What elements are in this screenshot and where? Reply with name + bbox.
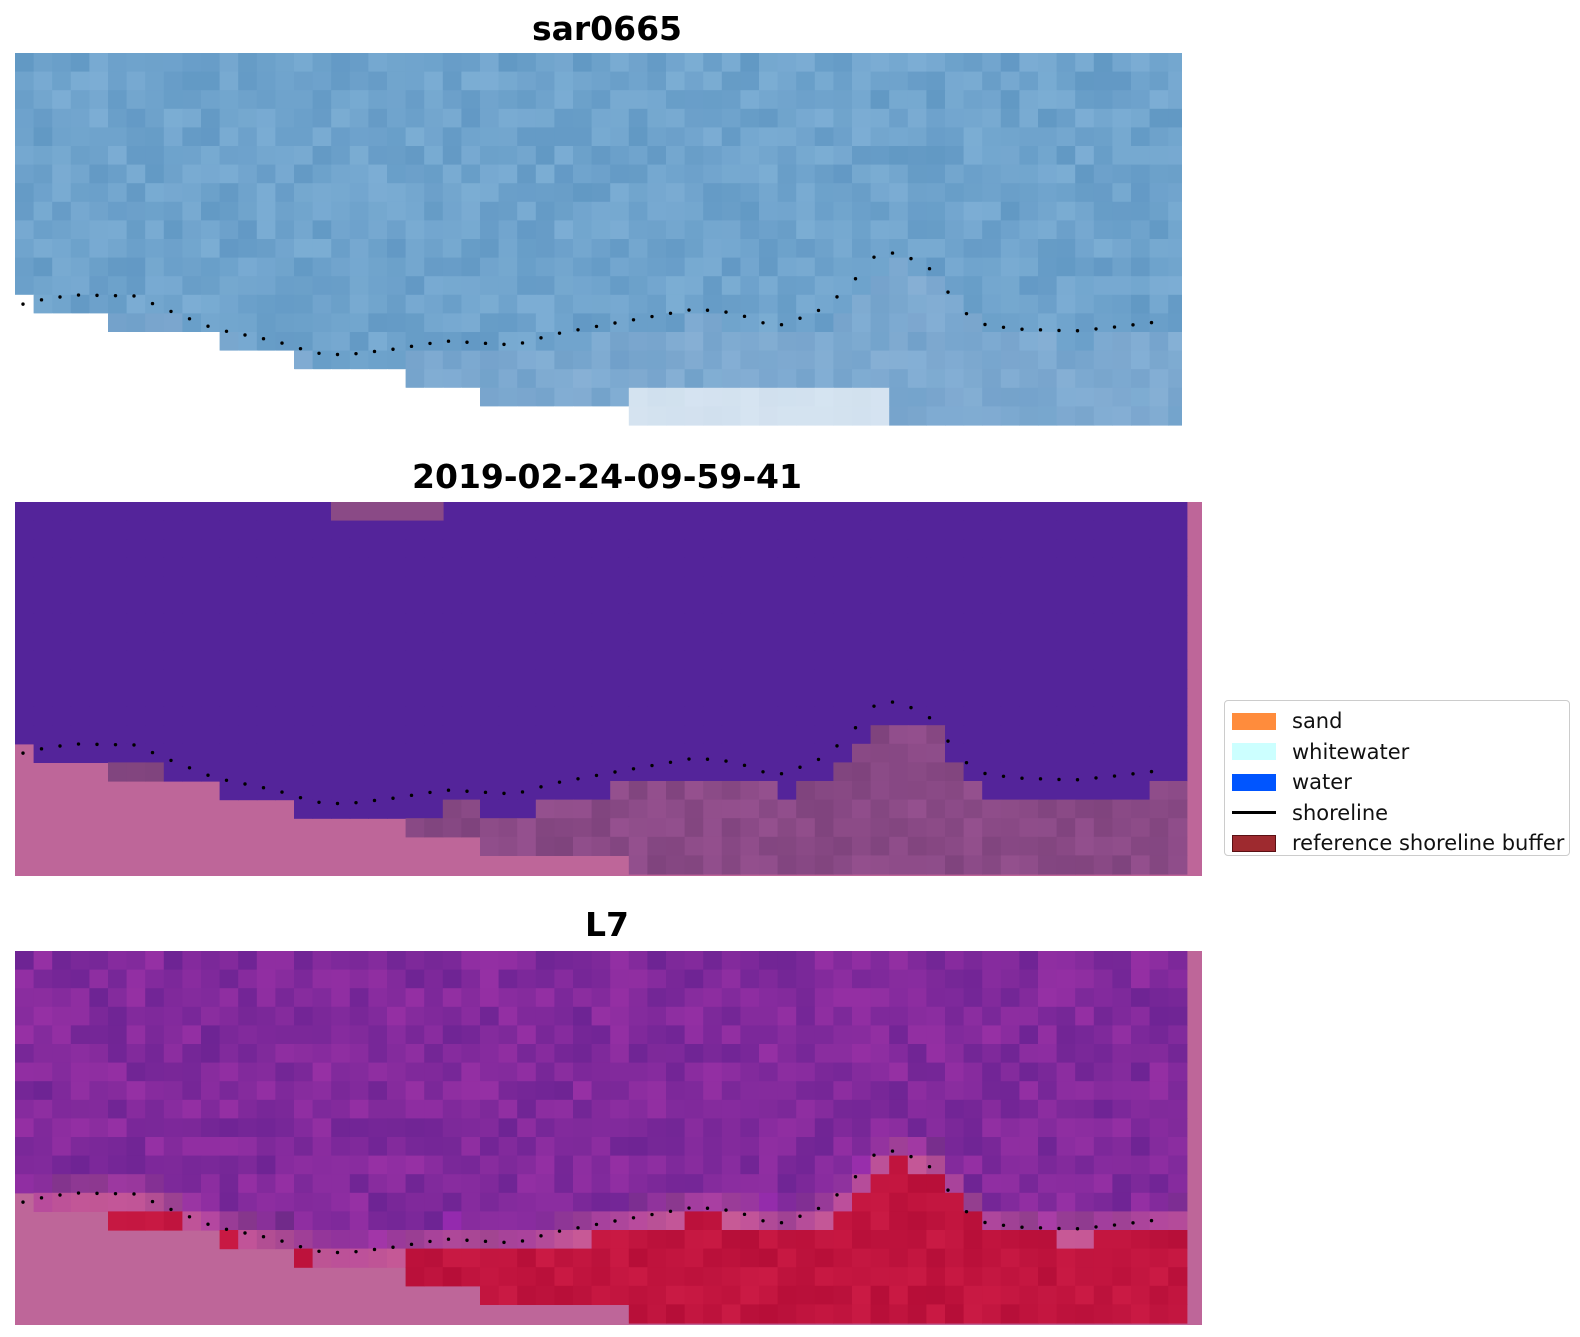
classified-image (15, 502, 1202, 876)
legend-item-shoreline: shoreline (1232, 798, 1562, 829)
shoreline-dots (21, 1149, 1154, 1255)
legend-label-reference-buffer: reference shoreline buffer (1292, 831, 1565, 856)
reference-buffer-swatch (1232, 834, 1276, 852)
panel-title-satellite: L7 (585, 905, 629, 944)
shoreline-dots (21, 700, 1154, 806)
panel-title-sar0665: sar0665 (531, 9, 683, 48)
panel-title-date: 2019-02-24-09-59-41 (412, 457, 802, 496)
whitewater-swatch (1232, 743, 1276, 761)
index-image-panel (15, 951, 1202, 1325)
shoreline-line-swatch (1232, 804, 1276, 821)
index-image (15, 951, 1202, 1325)
legend-label-sand: sand (1292, 709, 1343, 734)
rgb-image (15, 53, 1182, 426)
sand-swatch (1232, 712, 1276, 730)
shoreline-dots (21, 251, 1154, 357)
legend-label-whitewater: whitewater (1292, 739, 1410, 764)
legend: sand whitewater water shoreline referenc… (1224, 700, 1570, 856)
legend-item-water: water (1232, 767, 1562, 798)
legend-item-reference-buffer: reference shoreline buffer (1232, 828, 1565, 859)
rgb-image-panel (15, 53, 1182, 427)
legend-item-whitewater: whitewater (1232, 737, 1562, 768)
legend-label-shoreline: shoreline (1292, 800, 1389, 825)
water-swatch (1232, 773, 1276, 791)
legend-label-water: water (1292, 770, 1352, 795)
legend-item-sand: sand (1232, 706, 1562, 737)
classified-image-panel (15, 502, 1202, 876)
